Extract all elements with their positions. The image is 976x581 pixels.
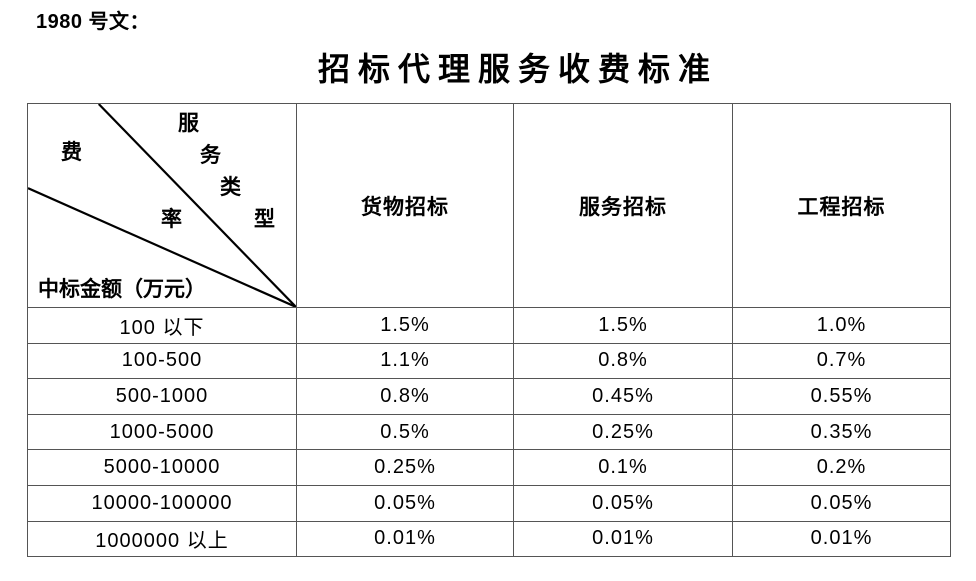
row-label-cell: 1000000 以上: [27, 520, 297, 558]
table-row: 1000-5000 0.5% 0.25% 0.35%: [27, 413, 951, 451]
fee-value-cell: 1.0%: [732, 307, 951, 344]
fee-value-cell: 0.45%: [513, 378, 733, 415]
row-label-cell: 500-1000: [27, 378, 297, 415]
diagonal-split-lines: [28, 104, 296, 307]
header-row: 服 务 类 型 费 率 中标金额（万元） 货物招标 服务招标 工程招标: [27, 103, 951, 308]
page-title: 招标代理服务收费标准: [317, 51, 718, 87]
fee-value-cell: 0.55%: [732, 378, 951, 415]
row-label-cell: 5000-10000: [27, 449, 297, 486]
table-row: 10000-100000 0.05% 0.05% 0.05%: [27, 484, 951, 522]
fee-value-cell: 0.05%: [296, 484, 514, 522]
row-label-cell: 100 以下: [27, 307, 297, 344]
table-row: 100-500 1.1% 0.8% 0.7%: [27, 342, 951, 380]
fee-value-cell: 1.5%: [513, 307, 733, 344]
fee-value-cell: 0.01%: [296, 520, 514, 558]
fee-value-cell: 0.7%: [732, 342, 951, 380]
corner-type-char: 务: [200, 143, 221, 167]
row-label-cell: 10000-100000: [27, 484, 297, 522]
fee-value-cell: 0.25%: [296, 449, 514, 486]
table-row: 100 以下 1.5% 1.5% 1.0%: [27, 307, 951, 344]
corner-type-char: 服: [178, 111, 199, 135]
corner-row-axis-label: 中标金额（万元）: [38, 276, 206, 301]
row-label-cell: 100-500: [27, 342, 297, 380]
fee-value-cell: 1.1%: [296, 342, 514, 380]
fee-value-cell: 0.01%: [513, 520, 733, 558]
fee-value-cell: 0.1%: [513, 449, 733, 486]
corner-type-char: 型: [254, 207, 275, 231]
fee-value-cell: 0.05%: [513, 484, 733, 522]
fee-value-cell: 0.01%: [732, 520, 951, 558]
corner-rate-char: 率: [161, 207, 182, 231]
fee-value-cell: 0.8%: [296, 378, 514, 415]
fee-value-cell: 0.8%: [513, 342, 733, 380]
table-row: 500-1000 0.8% 0.45% 0.55%: [27, 378, 951, 415]
column-header-services: 服务招标: [513, 103, 733, 308]
fee-value-cell: 0.05%: [732, 484, 951, 522]
fee-value-cell: 0.5%: [296, 413, 514, 451]
fee-value-cell: 1.5%: [296, 307, 514, 344]
row-label-cell: 1000-5000: [27, 413, 297, 451]
corner-rate-char: 费: [61, 140, 82, 164]
fee-value-cell: 0.2%: [732, 449, 951, 486]
fee-value-cell: 0.35%: [732, 413, 951, 451]
doc-ref-label: 1980 号文：: [36, 11, 151, 33]
column-header-works: 工程招标: [732, 103, 951, 308]
corner-header-cell: 服 务 类 型 费 率 中标金额（万元）: [27, 103, 297, 308]
table-row: 5000-10000 0.25% 0.1% 0.2%: [27, 449, 951, 486]
table-row: 1000000 以上 0.01% 0.01% 0.01%: [27, 520, 951, 558]
fee-table: 服 务 类 型 费 率 中标金额（万元） 货物招标 服务招标 工程招标 100 …: [27, 103, 951, 558]
corner-type-char: 类: [220, 175, 241, 199]
fee-value-cell: 0.25%: [513, 413, 733, 451]
column-header-goods: 货物招标: [296, 103, 514, 308]
